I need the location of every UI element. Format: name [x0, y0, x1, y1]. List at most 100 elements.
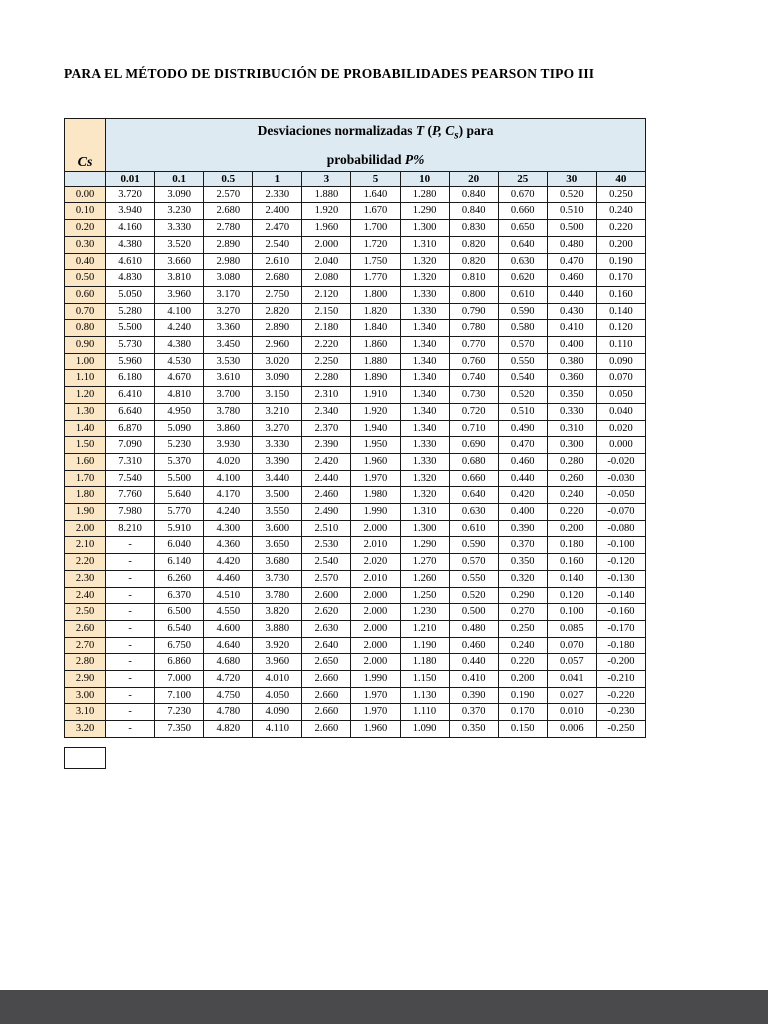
value-cell: 5.730	[105, 336, 156, 354]
value-cell: 3.700	[203, 386, 254, 404]
value-cell: 4.300	[203, 519, 254, 538]
value-cell: 1.190	[399, 636, 450, 655]
value-cell: 0.270	[497, 603, 548, 621]
value-cell: 0.470	[546, 252, 597, 271]
value-cell: 1.180	[399, 653, 450, 672]
value-cell: 6.040	[154, 536, 205, 555]
value-cell: 7.760	[105, 486, 156, 505]
value-cell: 6.180	[105, 369, 156, 388]
value-cell: 2.610	[252, 252, 303, 271]
value-cell: 2.280	[301, 369, 352, 388]
value-cell: 1.300	[399, 219, 450, 237]
value-cell: 7.100	[154, 686, 205, 705]
table-row: 1.40 6.870 5.090 3.860 3.270 2.370 1.940 1.340 0…	[63, 419, 647, 438]
value-cell: 1.960	[350, 720, 401, 738]
value-cell: 0.540	[497, 369, 548, 388]
value-cell: 1.920	[301, 202, 352, 221]
title-text-paren: (	[424, 123, 432, 138]
value-cell: 5.280	[105, 302, 156, 321]
value-cell: 4.600	[203, 619, 254, 638]
cs-cell: 2.10	[63, 536, 107, 555]
value-cell: 0.240	[546, 486, 597, 505]
value-cell: 1.290	[399, 202, 450, 221]
header-title-row: Cs Desviaciones normalizadas T (P, Cs) p…	[63, 118, 646, 172]
cs-cell: 0.30	[63, 235, 107, 254]
value-cell: 3.610	[203, 369, 254, 388]
value-cell: 0.660	[448, 469, 499, 488]
value-cell: 1.970	[350, 703, 401, 722]
value-cell: 3.520	[154, 235, 205, 254]
value-cell: 0.190	[595, 252, 647, 271]
value-cell: 4.010	[252, 670, 303, 688]
value-cell: 0.070	[546, 636, 597, 655]
value-cell: 2.980	[203, 252, 254, 271]
value-cell: 7.310	[105, 452, 156, 471]
cs-cell: 3.00	[63, 686, 107, 705]
title-symbol-P: P%	[404, 151, 425, 167]
value-cell: 0.410	[448, 670, 499, 688]
value-cell: 1.290	[399, 536, 450, 555]
value-cell: 1.110	[399, 703, 450, 722]
value-cell: 3.960	[154, 285, 205, 304]
cs-cell: 1.00	[63, 352, 107, 371]
value-cell: 0.000	[595, 436, 647, 454]
value-cell: 0.640	[448, 486, 499, 505]
value-cell: 1.230	[399, 603, 450, 621]
value-cell: 0.410	[546, 319, 597, 338]
value-cell: 1.910	[350, 386, 401, 404]
value-cell: 4.720	[203, 670, 254, 688]
cs-cell: 1.90	[63, 503, 107, 521]
table-row: 3.10-7.230 4.780 4.090 2.660 1.970 1.110 0.370…	[63, 703, 647, 722]
cs-cell: 1.40	[63, 419, 107, 438]
value-cell: -0.050	[595, 486, 647, 505]
value-cell: 4.950	[154, 402, 205, 421]
value-cell: 0.220	[595, 219, 647, 237]
value-cell: 0.710	[448, 419, 499, 438]
value-cell: 1.320	[399, 469, 450, 488]
value-cell: 0.006	[546, 720, 597, 738]
value-cell: 4.670	[154, 369, 205, 388]
table-row: 0.00 3.720 3.090 2.570 2.330 1.880 1.640 1.280 0…	[63, 185, 647, 204]
value-cell: 5.770	[154, 503, 205, 521]
value-cell: 1.270	[399, 553, 450, 571]
value-cell: 4.100	[203, 469, 254, 488]
value-cell: -	[105, 636, 156, 655]
value-cell: 2.080	[301, 269, 352, 287]
title-text-prob: probabilidad	[326, 151, 405, 167]
value-cell: 4.810	[154, 386, 205, 404]
table-row: 2.80-6.860 4.680 3.960 2.650 2.000 1.180 0.440…	[63, 653, 647, 672]
value-cell: 3.820	[252, 603, 303, 621]
value-cell: 1.840	[350, 319, 401, 338]
cs-cell: 0.60	[63, 285, 107, 304]
value-cell: 0.520	[448, 586, 499, 605]
value-cell: 0.740	[448, 369, 499, 388]
value-cell: 3.720	[105, 185, 156, 204]
value-cell: 1.280	[399, 185, 450, 204]
value-cell: 0.480	[448, 619, 499, 638]
value-cell: 4.680	[203, 653, 254, 672]
value-cell: -0.200	[595, 653, 647, 672]
value-cell: 1.340	[399, 319, 450, 338]
value-cell: 3.780	[252, 586, 303, 605]
value-cell: -0.230	[595, 703, 647, 722]
value-cell: 0.660	[497, 202, 548, 221]
value-cell: 0.400	[497, 503, 548, 521]
value-cell: 0.085	[546, 619, 597, 638]
column-header: 5	[350, 170, 401, 187]
value-cell: 6.140	[154, 553, 205, 571]
value-cell: 0.040	[595, 402, 647, 421]
column-header-row: 0.01 0.1 0.5 1 3 5 10 20 25 30 40	[63, 170, 647, 187]
value-cell: 2.120	[301, 285, 352, 304]
value-cell: 0.290	[497, 586, 548, 605]
cs-cell: 3.20	[63, 720, 107, 738]
table-row: 1.20 6.410 4.810 3.700 3.150 2.310 1.910 1.340 0…	[63, 386, 647, 404]
value-cell: 1.340	[399, 386, 450, 404]
value-cell: 1.340	[399, 369, 450, 388]
value-cell: 1.670	[350, 202, 401, 221]
value-cell: 0.220	[546, 503, 597, 521]
table-row: 0.20 4.160 3.330 2.780 2.470 1.960 1.700 1.300 0…	[63, 219, 647, 237]
value-cell: 3.330	[154, 219, 205, 237]
value-cell: 0.180	[546, 536, 597, 555]
value-cell: 4.050	[252, 686, 303, 705]
value-cell: 1.260	[399, 569, 450, 588]
